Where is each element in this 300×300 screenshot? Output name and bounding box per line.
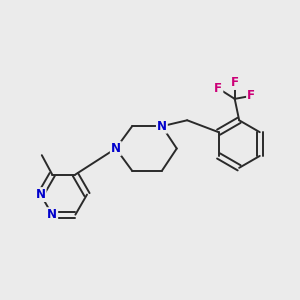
Text: N: N: [47, 208, 57, 221]
Text: F: F: [231, 76, 239, 89]
Text: N: N: [111, 142, 121, 155]
Text: N: N: [36, 188, 46, 201]
Text: F: F: [214, 82, 222, 95]
Text: F: F: [247, 89, 255, 102]
Text: N: N: [157, 120, 167, 133]
